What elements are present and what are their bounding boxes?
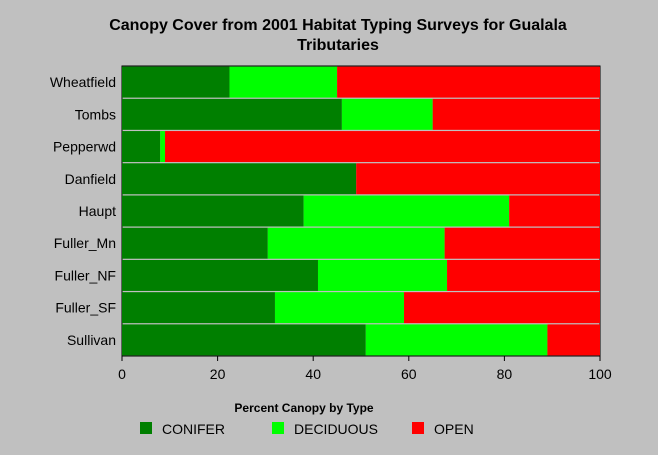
bar-fuller-mn-open — [444, 227, 600, 259]
legend-label-deciduous: DECIDUOUS — [294, 421, 378, 437]
category-labels-group: Wheatfield Tombs Pepperwd Danfield Haupt Full… — [50, 74, 116, 348]
category-label: Wheatfield — [50, 74, 116, 90]
category-label: Haupt — [79, 203, 116, 219]
category-label: Tombs — [75, 106, 116, 122]
bar-danfield-conifer — [122, 163, 357, 195]
x-tick-label: 100 — [588, 366, 612, 382]
bar-fuller-mn-deciduous — [267, 227, 445, 259]
x-tick-label: 40 — [305, 366, 321, 382]
bar-fuller-nf-conifer — [122, 259, 318, 291]
x-tick-label: 60 — [401, 366, 417, 382]
x-tick-label: 80 — [497, 366, 513, 382]
category-label: Fuller_SF — [55, 300, 116, 316]
bar-haupt-open — [509, 195, 600, 227]
bar-haupt-deciduous — [303, 195, 510, 227]
bar-danfield-open — [356, 163, 600, 195]
x-tick-label: 0 — [118, 366, 126, 382]
bar-wheatfield-open — [337, 66, 600, 98]
bar-wheatfield-deciduous — [229, 66, 338, 98]
category-label: Sullivan — [67, 332, 116, 348]
legend-swatch-conifer — [140, 422, 152, 434]
legend-swatch-open — [412, 422, 424, 434]
chart-title-line-2: Tributaries — [297, 37, 379, 54]
bar-sullivan-deciduous — [365, 324, 548, 356]
legend: CONIFER DECIDUOUS OPEN — [140, 421, 474, 437]
legend-swatch-deciduous — [272, 422, 284, 434]
bar-fuller-sf-conifer — [122, 292, 275, 324]
category-label: Fuller_Mn — [54, 235, 116, 251]
bar-pepperwd-deciduous — [160, 131, 166, 163]
bar-tombs-deciduous — [341, 98, 433, 130]
x-tick-label: 20 — [210, 366, 226, 382]
bar-fuller-sf-open — [404, 292, 600, 324]
legend-label-conifer: CONIFER — [162, 421, 225, 437]
chart-title-line-1: Canopy Cover from 2001 Habitat Typing Su… — [109, 17, 567, 34]
bars-group — [122, 66, 600, 356]
bar-pepperwd-conifer — [122, 131, 161, 163]
bar-pepperwd-open — [165, 131, 600, 163]
x-axis: 0 20 40 60 80 100 — [118, 356, 612, 382]
bar-sullivan-open — [547, 324, 600, 356]
category-label: Pepperwd — [53, 139, 116, 155]
bar-fuller-sf-deciduous — [274, 292, 405, 324]
bar-fuller-nf-deciduous — [317, 259, 448, 291]
legend-label-open: OPEN — [434, 421, 474, 437]
category-label: Danfield — [65, 171, 116, 187]
bar-fuller-nf-open — [447, 259, 600, 291]
bar-wheatfield-conifer — [122, 66, 230, 98]
bar-sullivan-conifer — [122, 324, 366, 356]
legend-title: Percent Canopy by Type — [234, 401, 373, 415]
bar-haupt-conifer — [122, 195, 304, 227]
bar-tombs-open — [432, 98, 600, 130]
category-label: Fuller_NF — [55, 267, 116, 283]
bar-fuller-mn-conifer — [122, 227, 268, 259]
bar-tombs-conifer — [122, 98, 342, 130]
